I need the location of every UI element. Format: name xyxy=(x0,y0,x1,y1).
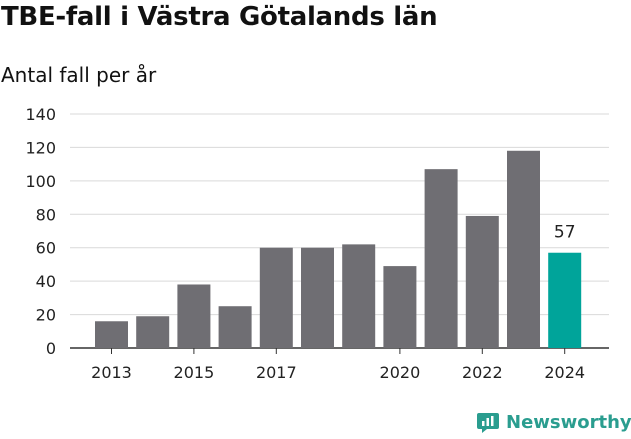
bar-2024 xyxy=(548,252,582,348)
x-tick-label: 2017 xyxy=(256,363,297,382)
bar-2013 xyxy=(95,321,128,348)
x-tick-label: 2020 xyxy=(380,363,421,382)
y-tick-label: 0 xyxy=(46,339,56,358)
bar-2022 xyxy=(465,215,499,348)
bar-2021 xyxy=(424,169,458,348)
y-tick-label: 140 xyxy=(25,105,56,124)
bar-2016 xyxy=(218,306,252,348)
bar-2014 xyxy=(136,316,170,348)
bar-2015 xyxy=(177,284,211,348)
newsworthy-brand: Newsworthy xyxy=(476,407,631,437)
y-tick-label: 80 xyxy=(36,205,56,224)
y-tick-label: 100 xyxy=(25,172,56,191)
y-tick-label: 20 xyxy=(36,306,56,325)
bar-2020 xyxy=(383,266,417,348)
y-tick-label: 60 xyxy=(36,239,56,258)
chart-subtitle: Antal fall per år xyxy=(1,63,157,87)
bar-2017 xyxy=(259,247,293,348)
bar-2018 xyxy=(301,247,334,348)
bar-2023 xyxy=(507,150,540,348)
y-tick-label: 120 xyxy=(25,138,56,157)
x-tick-label: 2015 xyxy=(174,363,215,382)
x-tick-label: 2013 xyxy=(91,363,132,382)
chart-title: TBE-fall i Västra Götalands län xyxy=(1,2,438,32)
data-label: 57 xyxy=(554,223,576,243)
brand-name: Newsworthy xyxy=(506,411,631,433)
x-tick-label: 2024 xyxy=(544,363,585,382)
x-tick-label: 2022 xyxy=(462,363,503,382)
newsworthy-logo-icon xyxy=(477,413,499,433)
y-tick-label: 40 xyxy=(36,272,56,291)
bar-2019 xyxy=(342,244,376,348)
